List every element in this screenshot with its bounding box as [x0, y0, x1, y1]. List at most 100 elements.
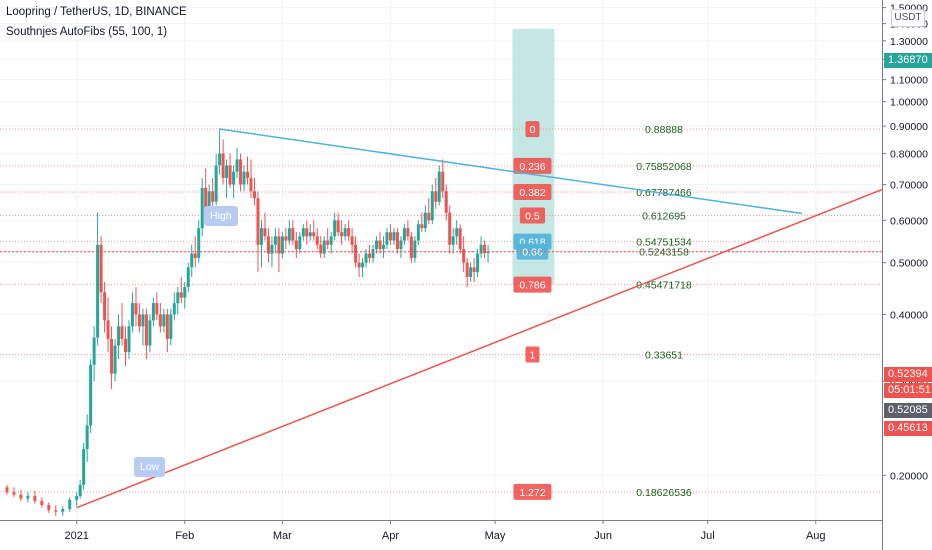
fib-ratio-label: 0.5 [525, 210, 540, 222]
candle-body [134, 303, 138, 315]
candle-body [47, 505, 51, 511]
candle-body [89, 364, 93, 426]
candle-body [357, 262, 361, 268]
candle-body [110, 338, 114, 374]
previous-close-tag: 0.52085 [884, 403, 932, 418]
candle-body [406, 228, 410, 237]
high-marker[interactable]: High [204, 206, 238, 226]
low-price-tag: 0.45613 [884, 421, 932, 436]
x-tick-label: Mar [273, 530, 292, 542]
candle-body [427, 212, 431, 221]
candle-body [416, 224, 420, 241]
candle-body [381, 244, 385, 250]
candle-body [364, 253, 368, 263]
x-tick-label: Feb [175, 530, 194, 542]
y-tick-label: 0.70000 [890, 180, 928, 192]
candle-body [273, 236, 277, 245]
fib-ratio-label: 1.272 [519, 487, 545, 499]
candle-body [462, 249, 466, 263]
candle-body [211, 191, 215, 202]
candle-body [270, 244, 274, 254]
candle-body [127, 326, 131, 353]
candle-body [68, 499, 72, 510]
x-tick-label: Jul [701, 530, 715, 542]
fib-ratio-badge [519, 207, 546, 224]
candle-body [361, 262, 365, 268]
fib-ratio-label: 0.66 [522, 247, 543, 259]
candle-body [165, 314, 169, 339]
fib-value-label: 0.54751534 [636, 237, 692, 249]
candle-body [214, 165, 218, 202]
trendline-upper [219, 128, 802, 215]
indicator-legend[interactable]: Southnjes AutoFibs (55, 100, 1) [6, 26, 168, 38]
candle-body [315, 236, 319, 245]
y-tick-label: 1.30000 [890, 36, 928, 48]
candle-body [340, 232, 344, 237]
fib-value-label: 0.45471718 [636, 280, 692, 292]
candle-body [354, 244, 358, 263]
candle-body [235, 159, 239, 172]
candle-body [117, 326, 121, 346]
fib-ratio-label: 0 [530, 124, 536, 136]
candle-body [385, 232, 389, 245]
candle-body [144, 314, 148, 346]
fib-ratio-label: 0.786 [519, 280, 545, 292]
low-marker[interactable]: Low [134, 457, 166, 477]
candle-body [204, 187, 208, 209]
candle-body [308, 232, 312, 237]
candle-body [392, 232, 396, 241]
candle-body [263, 228, 267, 237]
candle-body [169, 314, 173, 339]
candle-body [75, 495, 79, 500]
fib-value-label: 0.5243158 [639, 247, 689, 259]
candle-body [151, 303, 155, 321]
candle-body [183, 287, 187, 298]
candle-body [430, 191, 434, 221]
candle-body [197, 228, 201, 259]
candle-body [162, 314, 166, 327]
fib-value-label: 0.18626536 [636, 487, 692, 499]
candle-body [249, 177, 253, 192]
candle-body [228, 165, 232, 185]
candle-body [200, 187, 204, 229]
candle-body [12, 492, 16, 495]
y-tick-label: 0.90000 [890, 121, 928, 133]
candle-body [388, 232, 392, 241]
currency-unit-button[interactable]: USDT [891, 9, 925, 27]
candle-body [232, 171, 236, 185]
candle-body [368, 253, 372, 259]
candle-body [375, 240, 379, 250]
candle-body [441, 171, 445, 192]
bar-countdown-tag: 05:01:51 [884, 383, 932, 398]
candle-body [207, 191, 211, 209]
candle-body [218, 153, 222, 166]
candle-body [291, 228, 295, 241]
fib-value-label: 0.33651 [645, 350, 683, 362]
candle-body [242, 171, 246, 185]
candle-body [172, 303, 176, 315]
candle-body [287, 228, 291, 241]
candle-body [371, 249, 375, 259]
candle-body [155, 303, 159, 315]
candle-body [465, 262, 469, 278]
candle-body [284, 236, 288, 241]
candle-body [486, 251, 490, 254]
candle-body [96, 244, 100, 338]
x-tick-label: Jun [594, 530, 612, 542]
candle-body [78, 484, 82, 496]
x-tick-label: Aug [806, 530, 826, 542]
candle-body [280, 236, 284, 254]
candle-body [85, 425, 89, 450]
fib-ratio-label: 0.382 [519, 187, 545, 199]
fib-value-label: 0.75852068 [636, 161, 692, 173]
candle-body [221, 153, 225, 178]
candle-body [82, 449, 86, 485]
candle-body [413, 240, 417, 259]
candle-body [294, 240, 298, 250]
x-tick-label: May [485, 530, 506, 542]
candle-body [402, 228, 406, 241]
candle-body [423, 212, 427, 229]
fib-value-label: 0.612695 [642, 210, 686, 222]
candle-body [434, 191, 438, 202]
candle-body [301, 228, 305, 237]
